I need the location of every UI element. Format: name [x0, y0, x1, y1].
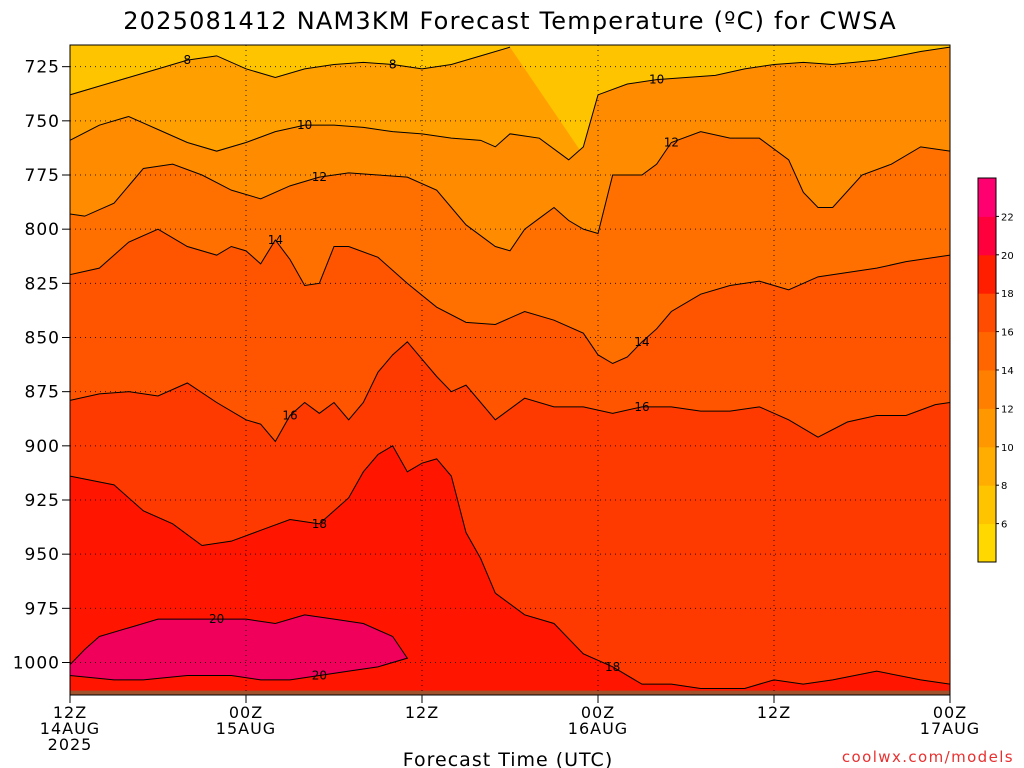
- isotherm-label: 14: [268, 233, 283, 247]
- isotherm-label: 18: [605, 660, 620, 674]
- isotherm-label: 10: [297, 118, 312, 132]
- y-tick-label: 950: [25, 545, 60, 565]
- y-axis: 725 750 775 800 825 850 875 900 925 950 975 1000: [13, 58, 70, 674]
- isotherm-line: [70, 131, 950, 252]
- isotherm-line: [70, 445, 950, 689]
- credit-text: coolwx.com/models: [842, 748, 1014, 766]
- isotherm-line: [70, 46, 511, 96]
- x-tick-label: 00Z: [581, 703, 615, 722]
- x-tick-label: 17AUG: [920, 719, 980, 738]
- colorbar-segment: [978, 523, 996, 563]
- isotherm-label: 20: [312, 669, 327, 683]
- ground-fill: [70, 690, 950, 695]
- y-tick-label: 850: [25, 329, 60, 349]
- x-tick-label: 12Z: [405, 703, 439, 722]
- y-tick-label: 775: [25, 166, 60, 186]
- colorbar-label: 6: [1001, 520, 1007, 531]
- y-tick-label: 925: [25, 491, 60, 511]
- colorbar: 6 8 10 12 14 16 18 20 22: [977, 177, 1014, 563]
- colorbar-label: 18: [1001, 289, 1014, 300]
- colorbar-segment: [978, 178, 996, 217]
- x-tick-label: 00Z: [933, 703, 967, 722]
- isotherm-line: [70, 46, 950, 161]
- chart-title: 2025081412 NAM3KM Forecast Temperature (…: [123, 7, 897, 35]
- colorbar-segment: [978, 446, 996, 486]
- grid-layer: [70, 45, 950, 695]
- isotherm-label: 14: [634, 335, 649, 349]
- isotherm-label: 8: [389, 58, 397, 72]
- isotherm-layer: 8 8 10 10 12 12 14 14 16 16 18 18 20 20: [70, 46, 950, 689]
- y-tick-label: 825: [25, 274, 60, 294]
- colorbar-label: 10: [1001, 443, 1014, 454]
- isotherm-line: [70, 228, 950, 365]
- isotherm-label: 16: [282, 409, 297, 423]
- x-tick-label: 2025: [48, 735, 93, 754]
- colorbar-label: 12: [1001, 404, 1014, 415]
- colorbar-segment: [978, 370, 996, 409]
- y-tick-label: 1000: [13, 654, 60, 674]
- colorbar-segment: [978, 254, 996, 294]
- colorbar-segment: [978, 293, 996, 333]
- plot-area: [70, 45, 950, 695]
- isotherm-label: 10: [649, 73, 664, 87]
- colorbar-segment: [978, 408, 996, 448]
- colorbar-segment: [978, 485, 996, 525]
- isotherm-line: [70, 341, 950, 443]
- isotherm-label: 12: [312, 170, 327, 184]
- colorbar-label: 8: [1001, 481, 1007, 492]
- band-fill: [70, 614, 408, 680]
- x-tick-label: 14AUG: [40, 719, 100, 738]
- x-tick-label: 00Z: [229, 703, 263, 722]
- colorbar-label: 20: [1001, 251, 1014, 262]
- isotherm-label: 16: [634, 400, 649, 414]
- x-tick-label: 12Z: [757, 703, 791, 722]
- colorbar-segment: [978, 331, 996, 371]
- y-tick-label: 725: [25, 58, 60, 78]
- colorbar-label: 14: [1001, 366, 1014, 377]
- x-tick-label: 16AUG: [568, 719, 628, 738]
- colorbar-segment: [978, 216, 996, 256]
- y-tick-label: 800: [25, 220, 60, 240]
- x-tick-label: 15AUG: [216, 719, 276, 738]
- plot-frame: [69, 44, 951, 696]
- isotherm-label: 20: [209, 612, 224, 626]
- colorbar-label: 16: [1001, 328, 1014, 339]
- y-tick-label: 875: [25, 383, 60, 403]
- y-tick-label: 750: [25, 112, 60, 132]
- y-tick-label: 900: [25, 437, 60, 457]
- isotherm-line: [70, 614, 409, 681]
- colorbar-label: 22: [1001, 212, 1014, 223]
- isotherm-label: 8: [184, 53, 192, 67]
- x-tick-label: 12Z: [53, 703, 87, 722]
- isotherm-label: 12: [664, 136, 679, 150]
- y-tick-label: 975: [25, 599, 60, 619]
- x-axis-label: Forecast Time (UTC): [403, 749, 613, 768]
- isotherm-label: 18: [312, 517, 327, 531]
